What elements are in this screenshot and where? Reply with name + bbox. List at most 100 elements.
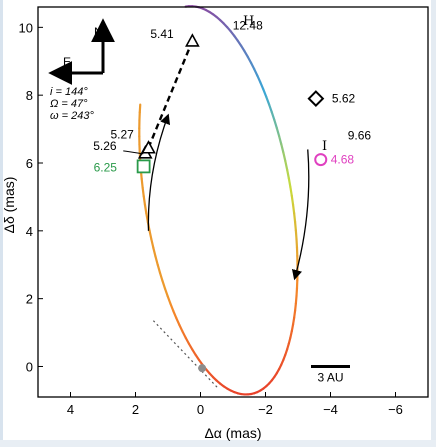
orbit-segment <box>181 330 187 339</box>
epoch-label: 12.48 <box>233 19 263 33</box>
orbit-segment <box>284 160 289 171</box>
orbit-segment <box>143 203 148 215</box>
orbit-segment <box>184 336 191 345</box>
epoch-marker-triangle <box>185 33 200 47</box>
orbit-segment <box>293 220 297 232</box>
epoch-marker-square <box>136 159 151 174</box>
marks-layer: 5.265.27 5.41 5.62 6.25 4.68 12.48 9.66 <box>93 19 371 175</box>
epoch-label: 5.27 <box>111 128 135 142</box>
point-label-h: H <box>243 14 254 29</box>
orbit-layer <box>138 5 310 396</box>
orbit-segment <box>294 294 298 305</box>
orbit-segment <box>290 194 295 206</box>
compass-east-label: E <box>63 55 71 69</box>
epoch-label: 5.41 <box>150 27 174 41</box>
orbit-segment <box>163 287 169 298</box>
orbit-segment <box>166 295 172 305</box>
orbit-segment <box>259 81 265 91</box>
epoch-marker-circle <box>314 153 328 167</box>
orbit-segment <box>293 309 297 319</box>
y-axis-label: Δδ (mas) <box>1 177 17 234</box>
orbit-parameters-legend: i = 144° Ω = 47° ω = 243° <box>50 86 94 122</box>
node-label: Ω = 47° <box>50 98 88 110</box>
orbit-segment <box>249 61 256 71</box>
bottom-edge-strip <box>0 440 436 447</box>
orbit-segment <box>290 323 295 333</box>
epoch-marker-triangle <box>141 140 156 154</box>
periastron-arg-label: ω = 243° <box>50 110 94 122</box>
motion-arrow <box>147 113 171 231</box>
x-tick-label: 0 <box>197 402 204 417</box>
orbit-segment <box>275 126 281 138</box>
plot-frame <box>37 6 429 398</box>
orbit-segment <box>150 238 155 250</box>
orbit-segment <box>253 68 259 77</box>
x-tick-label: 2 <box>132 402 139 417</box>
orbit-segment <box>161 279 167 290</box>
orbit-segment <box>256 74 262 84</box>
epoch-label: 4.68 <box>331 153 355 167</box>
x-axis-label: Δα (mas) <box>204 425 261 441</box>
orbit-segment <box>265 95 271 106</box>
scale-bar-label: 3 AU <box>317 370 343 384</box>
orbit-segment <box>156 263 162 274</box>
y-tick-label: 8 <box>26 88 33 103</box>
y-tick-label: 0 <box>26 359 33 374</box>
motion-arrow <box>291 149 310 281</box>
orbit-segment <box>291 203 296 215</box>
orbit-segment <box>270 110 276 121</box>
orbit-segment <box>243 50 249 58</box>
orbit-segment <box>294 229 298 241</box>
orbit-segment <box>286 168 290 180</box>
orbit-segment <box>158 271 164 282</box>
point-label-i: I <box>322 139 327 154</box>
orbit-segment <box>289 185 293 197</box>
orbit-segment <box>293 302 297 312</box>
orbit-segment <box>140 177 144 189</box>
orbit-segment <box>148 229 153 241</box>
epoch-marker-diamond <box>307 90 325 107</box>
orbit-segment <box>145 212 150 224</box>
scale-bar: 3 AU <box>311 364 350 384</box>
orbit-segment <box>267 103 273 114</box>
orbit-segment <box>172 309 178 320</box>
orbit-segment <box>280 143 285 154</box>
y-tick-label: 10 <box>19 20 33 35</box>
orbit-segment <box>287 177 292 189</box>
orbit-segment <box>187 342 194 351</box>
orbit-segment <box>277 134 283 146</box>
left-edge-strip <box>0 0 3 447</box>
orbit-segment <box>293 212 297 223</box>
x-tick-label: 4 <box>67 402 74 417</box>
epoch-label: 6.25 <box>94 160 118 174</box>
y-tick-label: 2 <box>26 292 33 307</box>
orbit-segment <box>152 246 157 258</box>
orbit-segment <box>273 118 278 129</box>
compass-north-label: N <box>94 25 103 39</box>
y-tick-label: 6 <box>26 156 33 171</box>
orbit-segment <box>169 302 175 313</box>
orbit-segment <box>178 323 184 333</box>
x-tick-label: −6 <box>388 402 403 417</box>
ticks-layer: 4 2 0 −2 −4 −6 0 2 4 6 8 10 <box>19 20 403 417</box>
orbit-segment <box>291 316 296 326</box>
orbit-segment <box>142 195 147 206</box>
right-edge-strip <box>431 0 436 447</box>
epoch-leader-line <box>123 150 144 155</box>
epoch-label: 9.66 <box>348 128 372 142</box>
compass: N E <box>48 18 115 85</box>
dashed-track <box>147 40 194 149</box>
periastron-line <box>152 320 219 389</box>
orbit-segment <box>282 151 287 163</box>
y-tick-label: 4 <box>26 224 33 239</box>
orbit-segment <box>175 316 181 326</box>
orbit-segment <box>141 186 145 198</box>
x-tick-label: −4 <box>323 402 338 417</box>
inclination-label: i = 144° <box>50 86 88 98</box>
orbit-segment <box>246 55 253 64</box>
orbit-segment <box>262 88 268 98</box>
epoch-label: 5.26 <box>93 139 117 153</box>
x-tick-label: −2 <box>258 402 273 417</box>
central-star <box>198 364 207 373</box>
